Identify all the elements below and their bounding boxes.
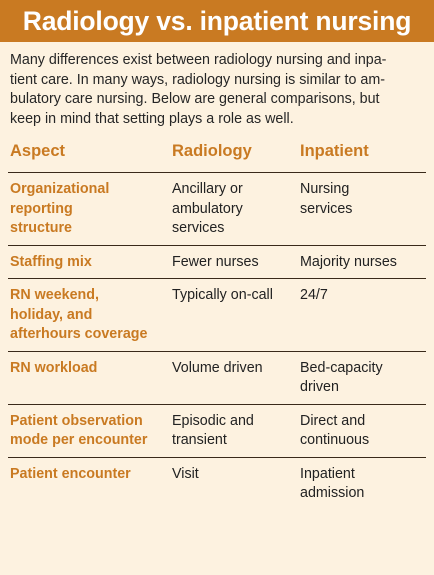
aspect-cell-line: holiday, and [10,306,93,323]
radiology-cell: Volume driven [170,351,298,405]
aspect-cell-line: afterhours coverage [10,326,148,342]
header-aspect: Aspect [8,138,170,173]
table-row: RN workload Volume driven Bed-capacity driv… [8,351,426,405]
table-header-row: Aspect Radiology Inpatient [8,138,426,173]
aspect-cell-line: RN workload [10,359,98,376]
radiology-cell-line: Volume driven [172,359,263,376]
header-inpatient: Inpatient [298,138,426,173]
intro-line: bulatory care nursing. Below are general… [10,91,380,107]
aspect-cell-line: RN weekend, [10,287,99,303]
radiology-cell: Visit [170,457,298,510]
title-banner: Radiology vs. inpatient nursing [0,0,434,42]
radiology-cell-line: Visit [172,465,199,482]
intro-paragraph: Many differences exist between radiology… [10,51,424,129]
radiology-cell: Typically on-call [170,278,298,352]
inpatient-cell-line: Majority nurses [300,253,397,270]
radiology-cell-line: transient [172,432,227,448]
aspect-cell: Staffing mix [8,245,170,279]
header-radiology: Radiology [170,138,298,173]
aspect-cell: RN workload [8,351,170,405]
radiology-cell-line: services [172,220,225,236]
inpatient-cell-line: services [300,200,353,217]
radiology-cell-line: Episodic and [172,412,254,429]
aspect-cell-line: mode per encounter [10,432,148,448]
radiology-cell-line: ambulatory [172,200,243,217]
inpatient-cell-line: Inpatient [300,465,355,482]
inpatient-cell-line: admission [300,485,365,501]
table-row: Patient observation mode per encounter Epi… [8,404,426,458]
radiology-cell-line: Fewer nurses [172,253,259,270]
aspect-cell-line: reporting [10,200,73,217]
radiology-cell-line: Ancillary or [172,181,243,197]
table-row: Patient encounter Visit Inpatient admission [8,457,426,510]
aspect-cell-line: Patient encounter [10,465,131,482]
inpatient-cell: 24/7 [298,278,426,352]
inpatient-cell-line: Nursing [300,181,350,197]
table-row: Organizational reporting structure Ancillar… [8,172,426,246]
inpatient-cell-line: Direct and [300,412,366,429]
inpatient-cell: Majority nurses [298,245,426,279]
inpatient-cell-line: driven [300,379,339,395]
inpatient-cell: Inpatient admission [298,457,426,510]
table-row: RN weekend, holiday, and afterhours covera… [8,278,426,352]
radiology-cell: Episodic and transient [170,404,298,458]
table-row: Staffing mix Fewer nurses Majority nurses [8,245,426,279]
aspect-cell-line: Staffing mix [10,253,92,270]
radiology-cell: Ancillary or ambulatory services [170,172,298,246]
comparison-table: Aspect Radiology Inpatient Organizationa… [8,138,426,510]
inpatient-cell: Direct and continuous [298,404,426,458]
aspect-cell: Patient observation mode per encounter [8,404,170,458]
intro-line: Many differences exist between radiology… [10,52,387,68]
inpatient-cell: Bed-capacity driven [298,351,426,405]
aspect-cell: Patient encounter [8,457,170,510]
radiology-cell-line: Typically on-call [172,287,273,303]
aspect-cell-line: structure [10,220,72,236]
page-title: Radiology vs. inpatient nursing [22,5,412,36]
aspect-cell-line: Patient observation [10,412,143,429]
inpatient-cell-line: Bed-capacity [300,359,383,376]
aspect-cell: RN weekend, holiday, and afterhours covera… [8,278,170,352]
inpatient-cell-line: continuous [300,432,370,448]
aspect-cell-line: Organizational [10,181,110,197]
inpatient-cell: Nursing services [298,172,426,246]
intro-line: tient care. In many ways, radiology nurs… [10,71,386,88]
radiology-cell: Fewer nurses [170,245,298,279]
aspect-cell: Organizational reporting structure [8,172,170,246]
inpatient-cell-line: 24/7 [300,287,328,303]
intro-line: keep in mind that setting plays a role a… [10,110,294,127]
